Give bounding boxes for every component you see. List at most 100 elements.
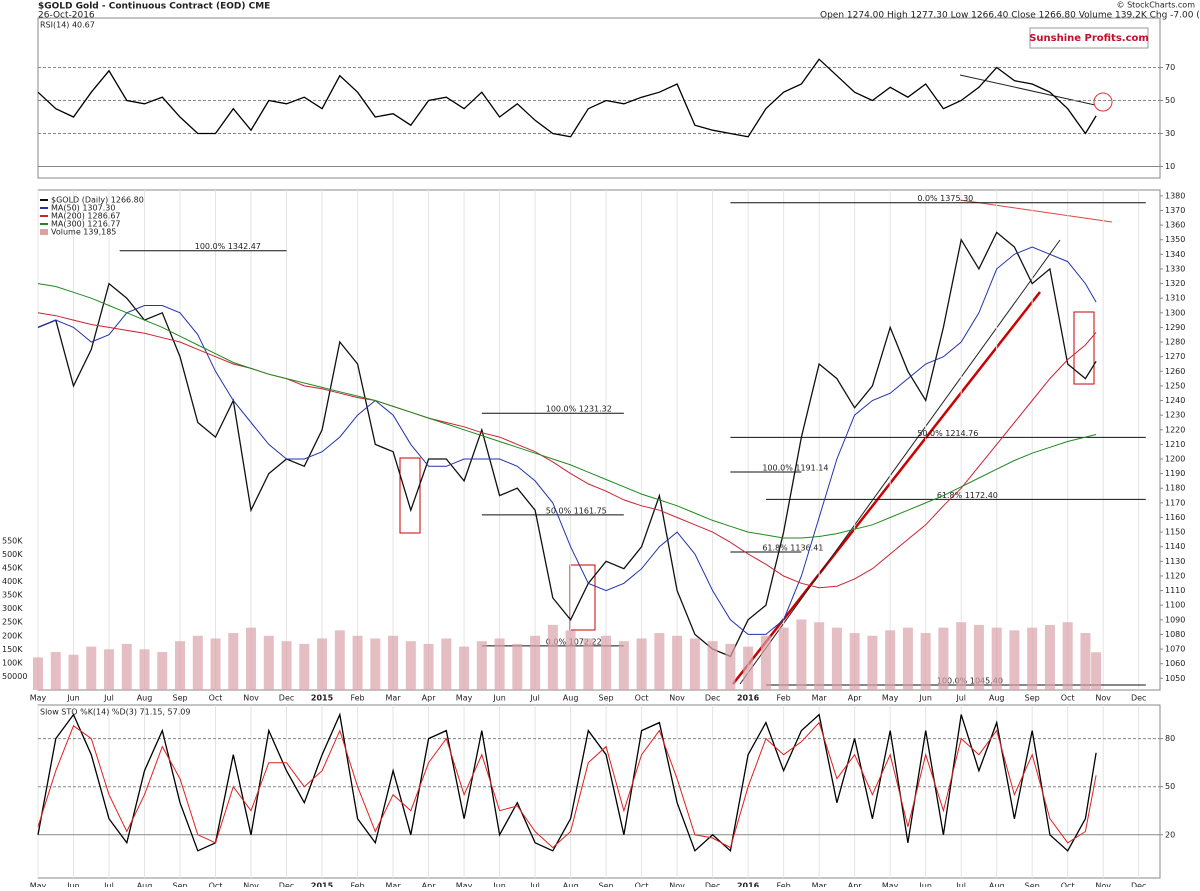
x-tick-label: Jul: [103, 694, 114, 703]
volume-bar: [956, 622, 967, 690]
x-tick-label: Dec: [1131, 694, 1146, 703]
legend-label: MA(200) 1286.67: [51, 212, 121, 221]
y-tick-label: 1270: [1165, 352, 1185, 361]
y-tick-label: 1370: [1165, 206, 1185, 215]
legend-label: Volume 139,185: [51, 228, 116, 237]
legend-swatch: [40, 229, 48, 235]
volume-bar: [689, 638, 700, 690]
x-tick-label: May: [30, 882, 47, 888]
y-tick-label: 200K: [2, 631, 23, 640]
x-tick-label: 2016: [737, 882, 760, 888]
volume-bar: [636, 638, 647, 690]
volume-bar: [121, 643, 132, 690]
y-tick-label: 50: [1165, 782, 1175, 791]
x-tick-label: Dec: [279, 694, 294, 703]
volume-bar: [831, 627, 842, 690]
volume-bar: [317, 638, 328, 690]
x-tick-label: Aug: [137, 694, 153, 703]
x-tick-label: May: [882, 882, 899, 888]
x-tick-label: 2015: [311, 882, 334, 888]
x-tick-label: Dec: [705, 694, 720, 703]
y-tick-label: 150K: [2, 645, 23, 654]
brand-box: [1029, 27, 1149, 49]
y-tick-label: 20: [1165, 830, 1175, 839]
y-tick-label: 1080: [1165, 630, 1185, 639]
x-tick-label: Nov: [243, 694, 259, 703]
highlight-box: [399, 457, 421, 534]
fib-label: 50.0% 1214.76: [917, 429, 978, 438]
x-tick-label: Sep: [599, 694, 614, 703]
volume-bar: [778, 627, 789, 690]
x-tick-label: Feb: [350, 882, 364, 888]
y-tick-label: 50000: [2, 672, 27, 681]
x-tick-label: Jun: [66, 882, 80, 888]
y-tick-label: 80: [1165, 734, 1175, 743]
x-tick-label: May: [30, 694, 47, 703]
y-tick-label: 1070: [1165, 645, 1185, 654]
x-tick-label: Oct: [635, 694, 649, 703]
trend-line: [959, 74, 1096, 106]
volume-bar: [1062, 622, 1073, 690]
volume-bar: [814, 622, 825, 690]
x-tick-label: Apr: [848, 882, 863, 888]
x-tick-label: Oct: [1061, 694, 1075, 703]
volume-bar: [263, 635, 274, 690]
x-tick-label: Sep: [172, 694, 187, 703]
y-tick-label: 1140: [1165, 542, 1185, 551]
x-tick-label: Oct: [209, 694, 223, 703]
y-tick-label: 1290: [1165, 323, 1185, 332]
y-tick-label: 1060: [1165, 659, 1185, 668]
y-tick-label: 1250: [1165, 381, 1185, 390]
y-tick-label: 1380: [1165, 191, 1185, 200]
y-tick-label: 10: [1165, 162, 1175, 171]
volume-bar: [1027, 627, 1038, 690]
volume-bar: [299, 643, 310, 690]
x-tick-label: Sep: [172, 882, 187, 888]
volume-bar: [370, 638, 381, 690]
volume-bar: [867, 635, 878, 690]
y-tick-label: 350K: [2, 591, 23, 600]
x-tick-label: Feb: [350, 694, 364, 703]
panel-frame: [37, 17, 1161, 179]
y-tick-label: 1100: [1165, 601, 1185, 610]
volume-bar: [991, 627, 1002, 690]
volume-bar: [1044, 624, 1055, 690]
y-tick-label: 1120: [1165, 571, 1185, 580]
volume-bar: [1080, 633, 1091, 690]
x-tick-label: Oct: [635, 882, 649, 888]
x-tick-label: Dec: [705, 882, 720, 888]
panel-title: RSI(14) 40.67: [40, 21, 95, 30]
x-tick-label: Aug: [137, 882, 153, 888]
volume-bar: [583, 638, 594, 690]
x-tick-label: Nov: [669, 882, 685, 888]
volume-bar: [938, 627, 949, 690]
y-tick-label: 1260: [1165, 367, 1185, 376]
volume-bar: [973, 624, 984, 690]
volume-bar: [441, 638, 452, 690]
y-tick-label: 50: [1165, 96, 1175, 105]
volume-bar: [175, 641, 186, 690]
y-tick-label: 1220: [1165, 425, 1185, 434]
y-tick-label: 1240: [1165, 396, 1185, 405]
trend-line: [739, 239, 1061, 685]
volume-bar: [530, 635, 541, 690]
x-tick-label: Mar: [386, 694, 402, 703]
x-tick-label: Jun: [66, 694, 80, 703]
volume-bar: [796, 619, 807, 690]
fib-label: 61.8% 1172.40: [937, 491, 998, 500]
highlight-circle: [1093, 92, 1113, 112]
panel-title: Slow STO %K(14) %D(3) 71.15, 57.09: [40, 708, 190, 717]
chart-date: 26-Oct-2016: [38, 11, 95, 21]
volume-bar: [902, 627, 913, 690]
y-tick-label: 1130: [1165, 557, 1185, 566]
legend-label: MA(50) 1307.30: [51, 204, 115, 213]
y-tick-label: 1280: [1165, 338, 1185, 347]
volume-bar: [512, 643, 523, 690]
volume-bar: [228, 633, 239, 690]
x-tick-label: Aug: [563, 882, 579, 888]
fib-label: 50.0% 1161.75: [546, 506, 607, 515]
fib-label: 100.0% 1342.47: [195, 242, 261, 251]
y-tick-label: 1230: [1165, 411, 1185, 420]
y-tick-label: 1300: [1165, 308, 1185, 317]
